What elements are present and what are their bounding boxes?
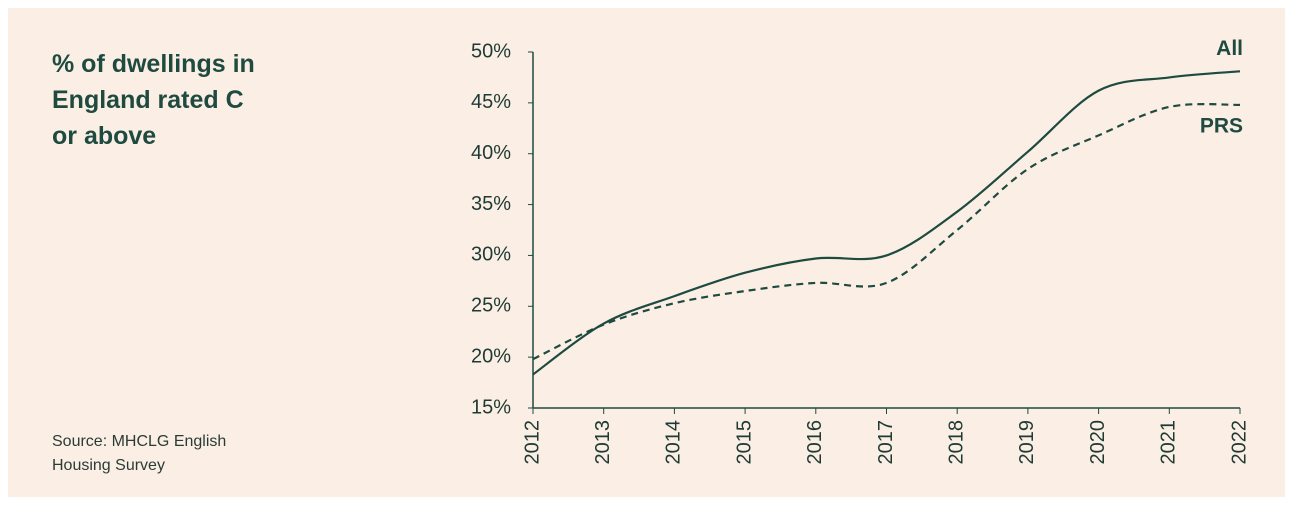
source-note: Source: MHCLG English Housing Survey [52, 433, 227, 474]
x-tick-label: 2019 [1016, 420, 1038, 465]
y-tick-label: 30% [471, 244, 511, 266]
y-tick-label: 35% [471, 193, 511, 215]
y-tick-label: 50% [471, 40, 511, 62]
line-series [532, 70, 1241, 376]
x-tick-label: 2020 [1087, 420, 1109, 465]
x-tick-label: 2022 [1228, 420, 1250, 465]
y-tick-label: 20% [471, 345, 511, 367]
x-tick-label: 2018 [945, 420, 967, 465]
series-label: All [1216, 37, 1243, 60]
x-tick-label: 2013 [592, 420, 614, 465]
chart-title: % of dwellings in England rated C or abo… [52, 50, 255, 150]
y-tick-label: 25% [471, 295, 511, 317]
y-tick-label: 15% [471, 396, 511, 418]
x-tick-label: 2021 [1158, 420, 1180, 465]
x-tick-label: 2017 [875, 420, 897, 465]
x-tick-label: 2015 [733, 420, 755, 465]
x-tick-label: 2012 [521, 420, 543, 465]
x-tick-label: 2016 [804, 420, 826, 465]
panel [8, 8, 1285, 497]
series-label: PRS [1200, 114, 1243, 137]
x-tick-label: 2014 [663, 420, 685, 465]
y-tick-label: 40% [471, 142, 511, 164]
line-series [532, 102, 1241, 361]
y-tick-label: 45% [471, 91, 511, 113]
